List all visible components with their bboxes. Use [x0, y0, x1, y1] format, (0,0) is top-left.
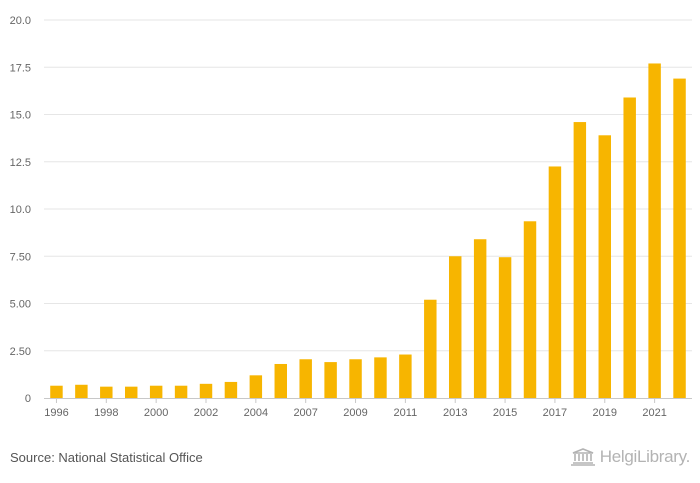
bar	[274, 363, 287, 398]
x-tick-label: 2017	[543, 407, 567, 419]
x-tick-label: 1996	[44, 407, 68, 419]
bar	[548, 166, 562, 398]
y-tick-label: 2.50	[10, 346, 31, 358]
bar	[449, 256, 462, 398]
x-tick-label: 2002	[194, 407, 218, 419]
bar	[249, 375, 263, 398]
x-tick-label: 2007	[293, 407, 317, 419]
bar	[349, 359, 362, 398]
bar	[100, 386, 113, 398]
y-tick-label: 20.0	[10, 15, 31, 27]
bar	[623, 97, 636, 399]
bar	[50, 385, 63, 398]
x-tick-label: 2009	[343, 407, 367, 419]
bar	[573, 122, 587, 398]
y-tick-label: 10.0	[10, 204, 31, 216]
y-tick-label: 0	[25, 393, 31, 405]
bar	[473, 239, 487, 398]
bar	[424, 299, 437, 398]
bar	[498, 257, 512, 398]
bar	[199, 383, 213, 398]
y-tick-label: 5.00	[10, 299, 31, 311]
bar	[174, 385, 188, 398]
source-note: Source: National Statistical Office	[10, 450, 203, 465]
x-tick-label: 2015	[493, 407, 517, 419]
bar	[374, 357, 387, 398]
x-tick-label: 1998	[94, 407, 118, 419]
x-tick-label: 2021	[642, 407, 666, 419]
bar	[299, 359, 312, 398]
bar	[523, 221, 537, 398]
x-tick-label: 2004	[244, 407, 268, 419]
x-tick-label: 2013	[443, 407, 467, 419]
y-tick-label: 12.5	[10, 157, 31, 169]
library-building-icon	[570, 448, 595, 466]
bar	[673, 78, 686, 398]
y-tick-label: 15.0	[10, 110, 31, 122]
bar	[224, 381, 238, 398]
helgilibrary-logo[interactable]: HelgiLibrary.	[570, 447, 690, 467]
logo-text: HelgiLibrary.	[599, 447, 691, 466]
x-tick-label: 2011	[394, 407, 418, 419]
bar	[149, 385, 163, 398]
bar	[125, 386, 138, 398]
y-tick-label: 7.50	[10, 251, 31, 263]
x-tick-label: 2000	[144, 407, 168, 419]
bar	[75, 384, 88, 398]
x-tick-label: 2019	[593, 407, 617, 419]
y-tick-label: 17.5	[10, 62, 31, 74]
bar	[324, 362, 337, 398]
bar	[598, 135, 611, 399]
bar	[648, 63, 661, 398]
bar	[399, 354, 412, 398]
bar-chart: 0 2.50 5.00 7.50 10.0 12.5 15.0 17.5 20.0 1996 199…	[10, 15, 692, 419]
